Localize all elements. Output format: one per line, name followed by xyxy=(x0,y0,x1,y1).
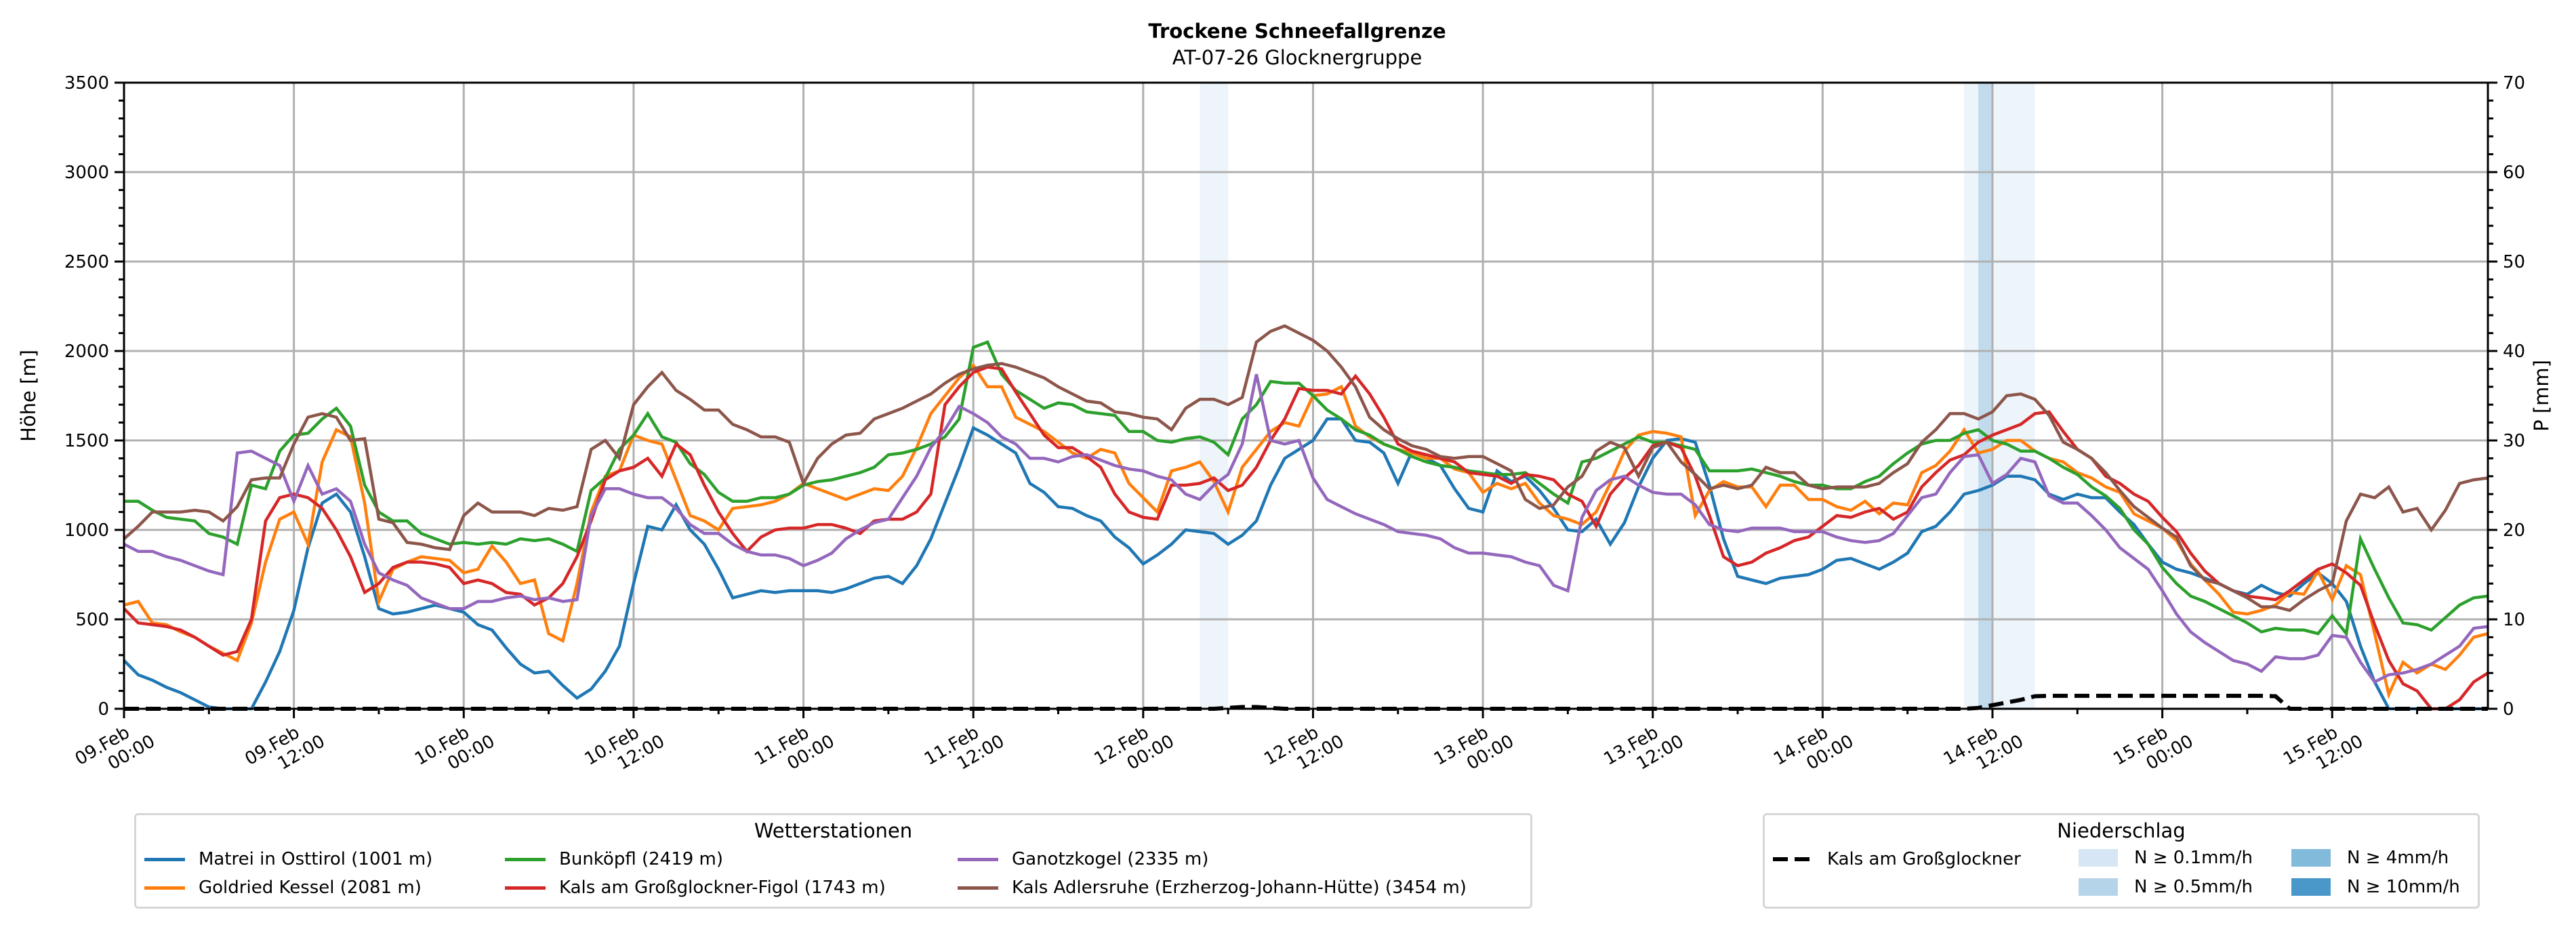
legend-label: Goldried Kessel (2081 m) xyxy=(199,878,422,898)
precip-line xyxy=(124,693,2488,711)
y-right-tick-label: 70 xyxy=(2503,73,2525,94)
legend-label: Kals am Großglockner xyxy=(1827,849,2021,869)
x-tick-label: 11.Feb00:00 xyxy=(751,714,838,787)
legend-line-swatch xyxy=(144,857,185,861)
series-lines xyxy=(123,324,2489,711)
legend-item-bunkoepfl[interactable]: Bunköpfl (2419 m) xyxy=(505,849,723,869)
legend-item-kals-figol[interactable]: Kals am Großglockner-Figol (1743 m) xyxy=(505,878,886,898)
y-tick-label: 3500 xyxy=(64,73,109,94)
legend-patch-swatch xyxy=(2291,849,2331,867)
legend-item-level-2[interactable]: N ≥ 4mm/h xyxy=(2291,848,2449,868)
y-right-tick-label: 30 xyxy=(2503,431,2525,451)
legend-line-swatch xyxy=(144,886,185,890)
precip-span xyxy=(1200,83,1229,709)
legend-item-matrei[interactable]: Matrei in Osttirol (1001 m) xyxy=(144,849,432,869)
y-axis-label-right: P [mm] xyxy=(2530,360,2553,432)
y-tick-label: 500 xyxy=(75,610,109,630)
y-ticks: 0 500 1000 1500 2000 2500 3000 3500 xyxy=(64,73,124,720)
legend-patch-swatch xyxy=(2079,849,2118,867)
x-tick-label: 10.Feb00:00 xyxy=(411,714,498,787)
legend-item-adlersruhe[interactable]: Kals Adlersruhe (Erzherzog-Johann-Hütte)… xyxy=(958,878,1467,898)
x-tick-label: 09.Feb00:00 xyxy=(72,714,159,787)
legend-patch-swatch xyxy=(2291,878,2331,896)
legend-item-goldried[interactable]: Goldried Kessel (2081 m) xyxy=(144,878,422,898)
legend-item-ganotzkogel[interactable]: Ganotzkogel (2335 m) xyxy=(958,849,1208,869)
y-right-tick-label: 20 xyxy=(2503,520,2525,541)
legend-stations: Wetterstationen Matrei in Osttirol (1001… xyxy=(134,813,1532,909)
axes xyxy=(123,81,2489,710)
x-tick-label: 13.Feb00:00 xyxy=(1431,714,1517,787)
series-line-1 xyxy=(123,363,2489,699)
legend-dash-swatch xyxy=(1773,857,1814,861)
x-tick-label: 14.Feb00:00 xyxy=(1770,714,1857,787)
y-tick-label: 1500 xyxy=(64,431,109,451)
legend-item-level-0[interactable]: N ≥ 0.1mm/h xyxy=(2079,848,2253,868)
x-tick-label: 12.Feb00:00 xyxy=(1091,714,1178,787)
series-line-0 xyxy=(123,417,2488,711)
chart-title: Trockene Schneefallgrenze xyxy=(1148,20,1446,43)
y-tick-label: 0 xyxy=(98,699,109,720)
legend-label: Bunköpfl (2419 m) xyxy=(559,849,724,869)
y-right-tick-label: 0 xyxy=(2503,699,2514,720)
y-tick-label: 2000 xyxy=(64,342,109,362)
legend-precip: Niederschlag Kals am Großglockner N ≥ 0.… xyxy=(1763,813,2480,909)
legend-label: Matrei in Osttirol (1001 m) xyxy=(199,849,433,869)
y-right-tick-label: 40 xyxy=(2503,342,2525,362)
legend-patch-swatch xyxy=(2079,878,2118,896)
precip-span xyxy=(1978,83,1992,709)
y-tick-label: 2500 xyxy=(64,252,109,272)
legend-line-swatch xyxy=(505,886,546,890)
legend-line-swatch xyxy=(958,857,998,861)
legend-precip-title: Niederschlag xyxy=(2057,819,2186,842)
x-tick-label: 10.Feb12:00 xyxy=(581,714,668,787)
y-ticks-right: 0 10 20 30 40 50 60 70 xyxy=(2488,73,2525,720)
legend-label: Kals Adlersruhe (Erzherzog-Johann-Hütte)… xyxy=(1012,878,1467,898)
x-tick-label: 14.Feb12:00 xyxy=(1940,714,2027,787)
y-tick-label: 3000 xyxy=(64,163,109,183)
legend-line-swatch xyxy=(505,857,546,861)
x-tick-label: 15.Feb00:00 xyxy=(2110,714,2196,787)
legend-item-precip-line[interactable]: Kals am Großglockner xyxy=(1773,849,2021,869)
y-tick-label: 1000 xyxy=(64,520,109,541)
legend-label: Kals am Großglockner-Figol (1743 m) xyxy=(559,878,886,898)
y-axis-label: Höhe [m] xyxy=(17,350,40,442)
legend-label: Ganotzkogel (2335 m) xyxy=(1012,849,1209,869)
series-line-3 xyxy=(123,365,2489,711)
x-ticks: 09.Feb00:00 09.Feb12:00 10.Feb00:00 10.Feb1… xyxy=(72,709,2419,787)
legend-label: N ≥ 10mm/h xyxy=(2347,877,2460,897)
legend-item-level-1[interactable]: N ≥ 0.5mm/h xyxy=(2079,877,2253,897)
plot-frame xyxy=(123,81,2489,710)
legend-label: N ≥ 0.1mm/h xyxy=(2134,848,2253,868)
legend-line-swatch xyxy=(958,886,998,890)
x-tick-label: 09.Feb12:00 xyxy=(241,714,328,787)
legend-item-level-3[interactable]: N ≥ 10mm/h xyxy=(2291,877,2460,897)
x-tick-label: 13.Feb12:00 xyxy=(1601,714,1688,787)
series-line-2 xyxy=(124,339,2489,638)
legend-stations-title: Wetterstationen xyxy=(754,819,913,842)
series-line-4 xyxy=(123,373,2489,684)
y-right-tick-label: 10 xyxy=(2503,610,2525,630)
legend-label: N ≥ 0.5mm/h xyxy=(2134,877,2253,897)
grid xyxy=(123,81,2488,710)
y-right-tick-label: 50 xyxy=(2503,252,2525,272)
y-right-tick-label: 60 xyxy=(2503,163,2525,183)
series-line-5 xyxy=(123,324,2489,613)
chart-subtitle: AT-07-26 Glocknergruppe xyxy=(1172,46,1423,69)
x-tick-label: 15.Feb12:00 xyxy=(2280,714,2367,787)
x-tick-label: 12.Feb12:00 xyxy=(1261,714,1347,787)
legend-label: N ≥ 4mm/h xyxy=(2347,848,2449,868)
x-tick-label: 11.Feb12:00 xyxy=(921,714,1008,787)
